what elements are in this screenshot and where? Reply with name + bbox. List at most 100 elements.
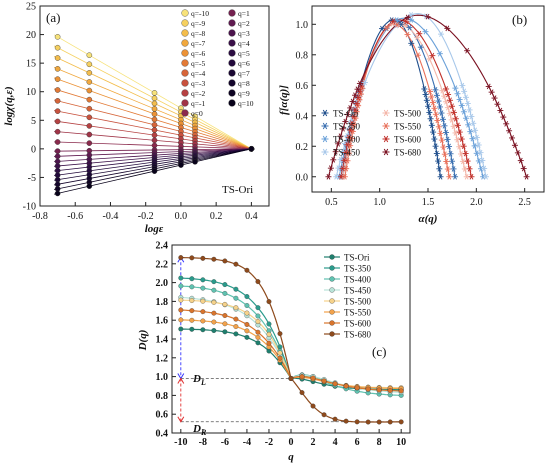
b-series-point (428, 94, 435, 100)
panel-a-frame (39, 5, 270, 207)
b-series-point (450, 123, 457, 130)
b-series-point (436, 165, 443, 172)
a-legend-label: q=-6 (191, 49, 205, 58)
b-series-point (426, 109, 433, 116)
b-series-point (352, 92, 359, 99)
a-xtick-label: -0.4 (103, 211, 119, 222)
c-series-point (222, 301, 228, 307)
c-series-point (332, 381, 338, 387)
c-series-point (178, 255, 184, 261)
c-series-point (244, 310, 250, 316)
c-series-point (233, 324, 239, 329)
b-series-point (393, 17, 400, 23)
b-ytick-label: 0.0 (296, 172, 309, 183)
a-legend-marker (228, 79, 236, 87)
c-series-point (233, 316, 239, 322)
b-legend-label: TS-Ori (333, 109, 359, 119)
a-legend-marker (228, 29, 236, 37)
c-xtick-label: -4 (243, 437, 251, 448)
b-series-point (448, 103, 455, 110)
c-xtick-label: 0 (289, 437, 294, 448)
c-series-point (387, 388, 393, 393)
a-legend-label: q=6 (238, 59, 250, 68)
c-legend-label: TS-600 (344, 319, 372, 329)
b-series-point (462, 94, 469, 101)
a-series-point (86, 70, 93, 76)
c-legend-marker (329, 309, 335, 315)
panel-b: 0.5 1.0 1.5 2.0 2.5 0.0 0.2 0.4 0.6 0.8 1.0 TS-Or… (278, 5, 545, 225)
a-series-point (54, 55, 61, 61)
a-series-point (86, 87, 93, 94)
c-xtick-label: -8 (199, 437, 207, 448)
c-ytick-label: 1.4 (156, 335, 169, 346)
a-legend-label: q=2 (238, 19, 250, 28)
c-series-point (200, 309, 206, 315)
c-series-point (354, 385, 360, 391)
b-series-point (481, 165, 488, 172)
b-series-point (503, 121, 510, 127)
b-series-point (345, 150, 352, 156)
c-legend-marker (329, 298, 335, 304)
panel-a-xticks: -0.8 -0.6 -0.4 -0.2 0.0 0.2 0.4 (32, 202, 258, 222)
c-xtick-label: -10 (174, 437, 187, 448)
b-series-point (517, 157, 524, 164)
b-series-point (439, 116, 446, 123)
a-series-point (192, 159, 198, 165)
a-series-point (54, 190, 61, 197)
c-series-point (233, 295, 239, 301)
b-ytick-label: 0.6 (296, 81, 309, 92)
c-series-point (233, 305, 239, 311)
b-series-point (341, 157, 348, 164)
c-series-point (233, 331, 239, 337)
b-series-point (431, 136, 438, 142)
b-series-point (432, 143, 439, 150)
a-series-point (54, 153, 61, 160)
c-ytick-label: 1.2 (156, 353, 169, 364)
b-series-point (401, 22, 408, 28)
b-xtick-label: 1.5 (422, 197, 435, 208)
b-xtick-label: 1.0 (373, 197, 386, 208)
b-series-point (404, 14, 411, 21)
a-legend-label: q=-10 (191, 9, 209, 18)
dr-arrow-head-bottom (177, 416, 185, 423)
c-series-point (376, 419, 382, 425)
c-legend-label: TS-550 (344, 308, 372, 318)
a-ytick-label: -10 (23, 202, 36, 213)
c-series-point (244, 334, 250, 340)
b-series-point (471, 143, 478, 149)
dl-label: DL (192, 373, 206, 387)
c-series-point (321, 412, 327, 418)
a-ytick-label: 5 (31, 116, 36, 127)
b-legend-label: TS-680 (394, 148, 422, 158)
b-series-point (342, 149, 349, 156)
a-xtick-label: -0.8 (32, 211, 48, 222)
a-series-point (54, 76, 61, 82)
b-series-point (452, 115, 459, 122)
c-series-point (244, 322, 250, 327)
panel-a-points (54, 34, 255, 197)
c-series-point (200, 298, 206, 304)
b-ytick-label: 0.4 (296, 111, 309, 122)
c-ytick-label: 0.8 (156, 391, 169, 402)
b-series-point (469, 135, 476, 142)
c-series-point (211, 328, 217, 333)
c-series-point (398, 419, 404, 425)
panel-a-annotation: TS-Ori (222, 184, 253, 196)
b-series-point (408, 40, 415, 47)
b-series-point (449, 158, 456, 165)
panel-a: -0.8 -0.6 -0.4 -0.2 0.0 0.2 0.4 -10 -5 0 5 10 15 20 2… (3, 2, 270, 235)
b-series-point (435, 158, 442, 164)
a-series-point (151, 137, 158, 144)
c-series-point (178, 297, 184, 303)
b-series-point (470, 120, 477, 127)
a-series-point (86, 114, 93, 121)
b-series-point (339, 165, 346, 172)
c-series-point (200, 277, 206, 283)
c-series-point (387, 419, 393, 425)
b-xtick-label: 0.5 (325, 197, 338, 208)
c-series-point (277, 355, 283, 361)
c-series-point (299, 390, 305, 396)
c-series-point (222, 258, 228, 264)
b-series-point (435, 123, 442, 130)
panel-b-xlabel: α(q) (419, 213, 438, 225)
